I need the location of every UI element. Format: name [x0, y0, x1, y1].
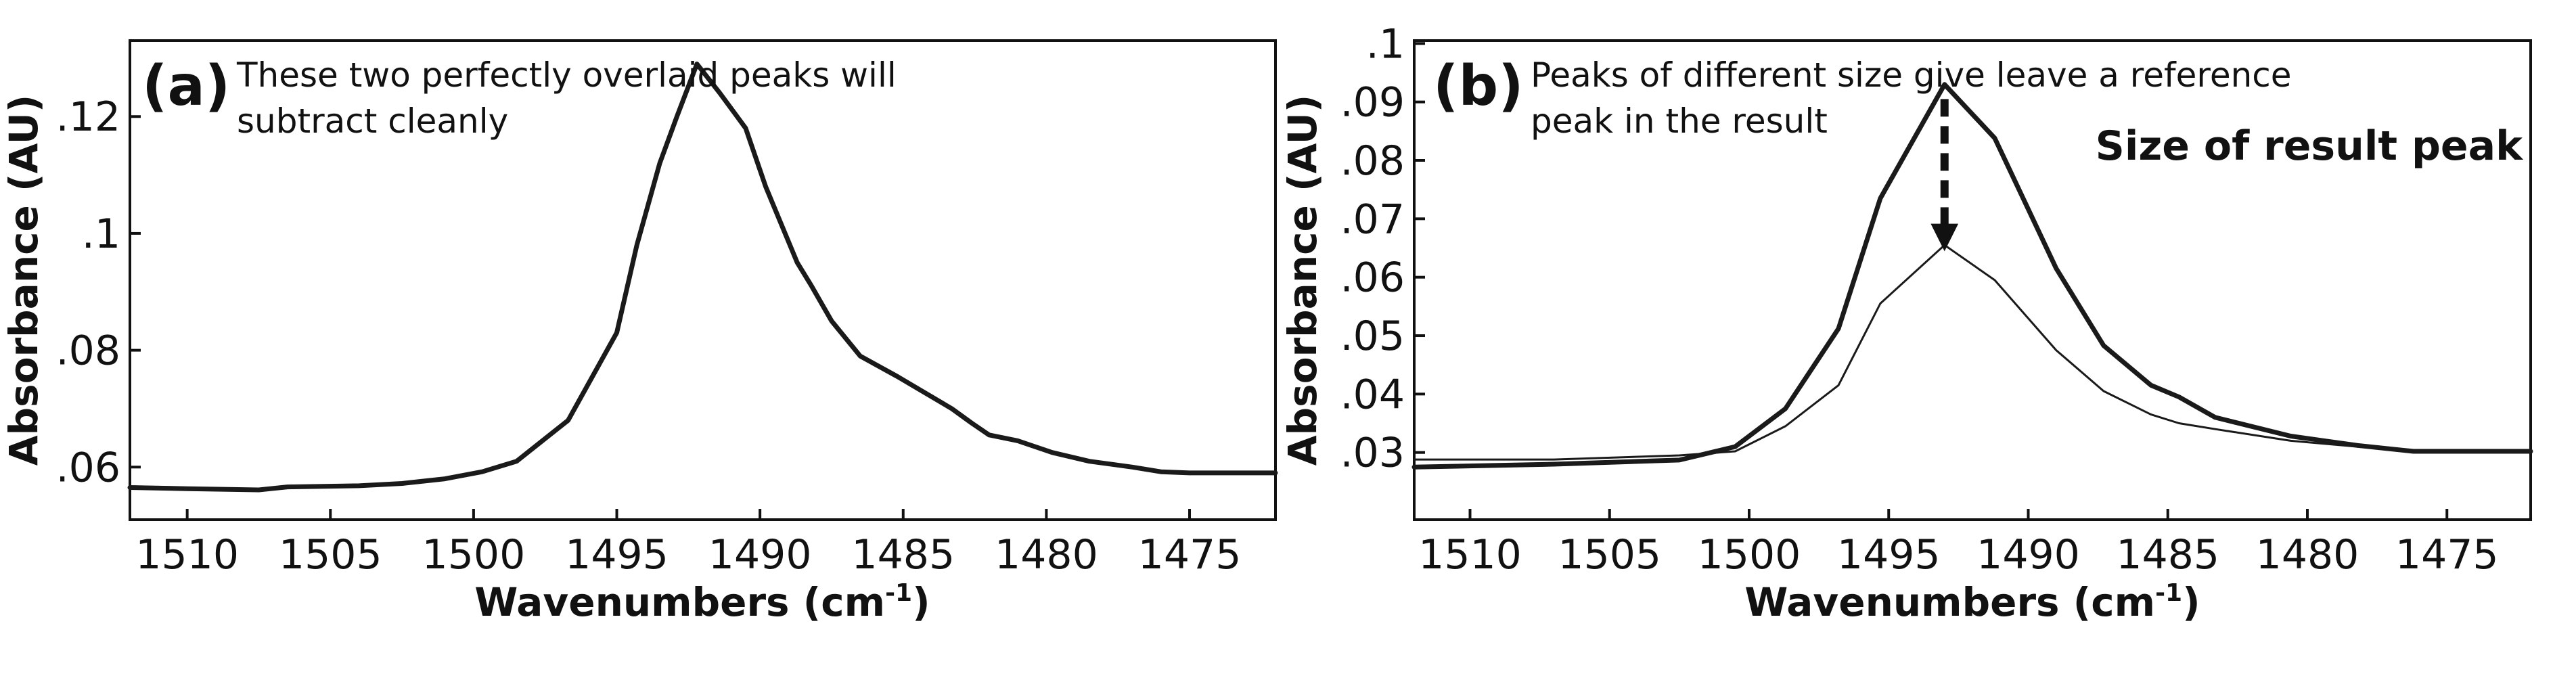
y-ticks-b: .03 .04 .05 .06 .07 .08 .09 .1 [1340, 20, 1425, 477]
y-tick-label-b-2: .05 [1340, 313, 1405, 360]
annotation-b-line-1: Peaks of different size give leave a ref… [1531, 55, 2292, 95]
annotation-a-line-2: subtract cleanly [237, 101, 508, 141]
y-tick-label-a-1: .08 [56, 327, 120, 375]
chart-panel-b: 1510 1505 1500 1495 1490 1485 1480 1475 .03 .04.… [1280, 20, 2533, 625]
x-tick-label-a-0: 1510 [135, 531, 239, 579]
x-axis-label-a: Wavenumbers (cm-1) [474, 579, 930, 625]
y-tick-label-b-0: .03 [1340, 430, 1405, 477]
x-tick-label-b-0: 1510 [1418, 531, 1522, 579]
y-axis-label-a: Absorbance (AU) [1, 95, 47, 466]
x-tick-label-b-3: 1495 [1837, 531, 1941, 579]
x-tick-label-b-5: 1485 [2116, 531, 2219, 579]
x-ticks-b: 1510 1505 1500 1495 1490 1485 1480 1475 [1418, 509, 2499, 579]
y-tick-label-a-0: .06 [56, 444, 120, 491]
y-tick-label-a-2: .1 [82, 210, 120, 258]
y-tick-label-b-6: .09 [1340, 79, 1405, 127]
x-tick-label-a-4: 1490 [708, 531, 812, 579]
x-tick-label-a-3: 1495 [565, 531, 669, 579]
x-tick-label-b-4: 1490 [1976, 531, 2080, 579]
y-ticks-a: .06 .08 .1 .12 [56, 93, 141, 491]
series-line-a-0 [127, 62, 1278, 493]
callout-b: Size of result peak [2096, 122, 2524, 170]
x-axis-label-b-close: ) [2182, 579, 2200, 625]
x-tick-label-b-1: 1505 [1558, 531, 1661, 579]
series-line-b-0 [1411, 82, 2533, 470]
annotation-a-line-1: These two perfectly overlaid peaks will [236, 55, 897, 95]
x-ticks-a: 1510 1505 1500 1495 1490 1485 1480 1475 [135, 509, 1241, 579]
chart-panel-a: 1510 1505 1500 1495 1490 1485 1480 1475 .06 .08.… [1, 39, 1278, 625]
y-axis-label-b: Absorbance (AU) [1280, 95, 1326, 466]
x-axis-label-b: Wavenumbers (cm-1) [1744, 579, 2200, 625]
panel-label-a: (a) [142, 54, 230, 118]
series-group-a [127, 62, 1278, 493]
x-tick-label-a-1: 1505 [279, 531, 382, 579]
x-tick-label-a-5: 1485 [851, 531, 955, 579]
y-tick-label-b-4: .07 [1340, 196, 1405, 243]
x-tick-label-a-7: 1475 [1138, 531, 1242, 579]
y-tick-label-b-1: .04 [1340, 371, 1405, 418]
x-tick-label-b-2: 1500 [1698, 531, 1801, 579]
x-axis-label-a-close: ) [912, 579, 930, 625]
x-tick-label-b-6: 1480 [2256, 531, 2359, 579]
x-axis-label-a-sup: -1 [885, 579, 912, 607]
plot-frame-b [1413, 39, 2532, 521]
panel-label-b: (b) [1433, 54, 1524, 118]
x-axis-label-b-sup: -1 [2155, 579, 2182, 607]
series-line-b-1 [1413, 244, 2532, 461]
x-tick-label-b-7: 1475 [2395, 531, 2499, 579]
plot-frame-a [129, 39, 1277, 521]
y-tick-label-a-3: .12 [56, 93, 120, 141]
series-group-b [1411, 82, 2533, 470]
y-tick-label-b-5: .08 [1340, 137, 1405, 185]
y-tick-label-b-7: .1 [1366, 20, 1405, 68]
x-tick-label-a-2: 1500 [422, 531, 526, 579]
x-tick-label-a-6: 1480 [995, 531, 1098, 579]
y-tick-label-b-3: .06 [1340, 254, 1405, 302]
annotation-b-line-2: peak in the result [1531, 101, 1828, 141]
